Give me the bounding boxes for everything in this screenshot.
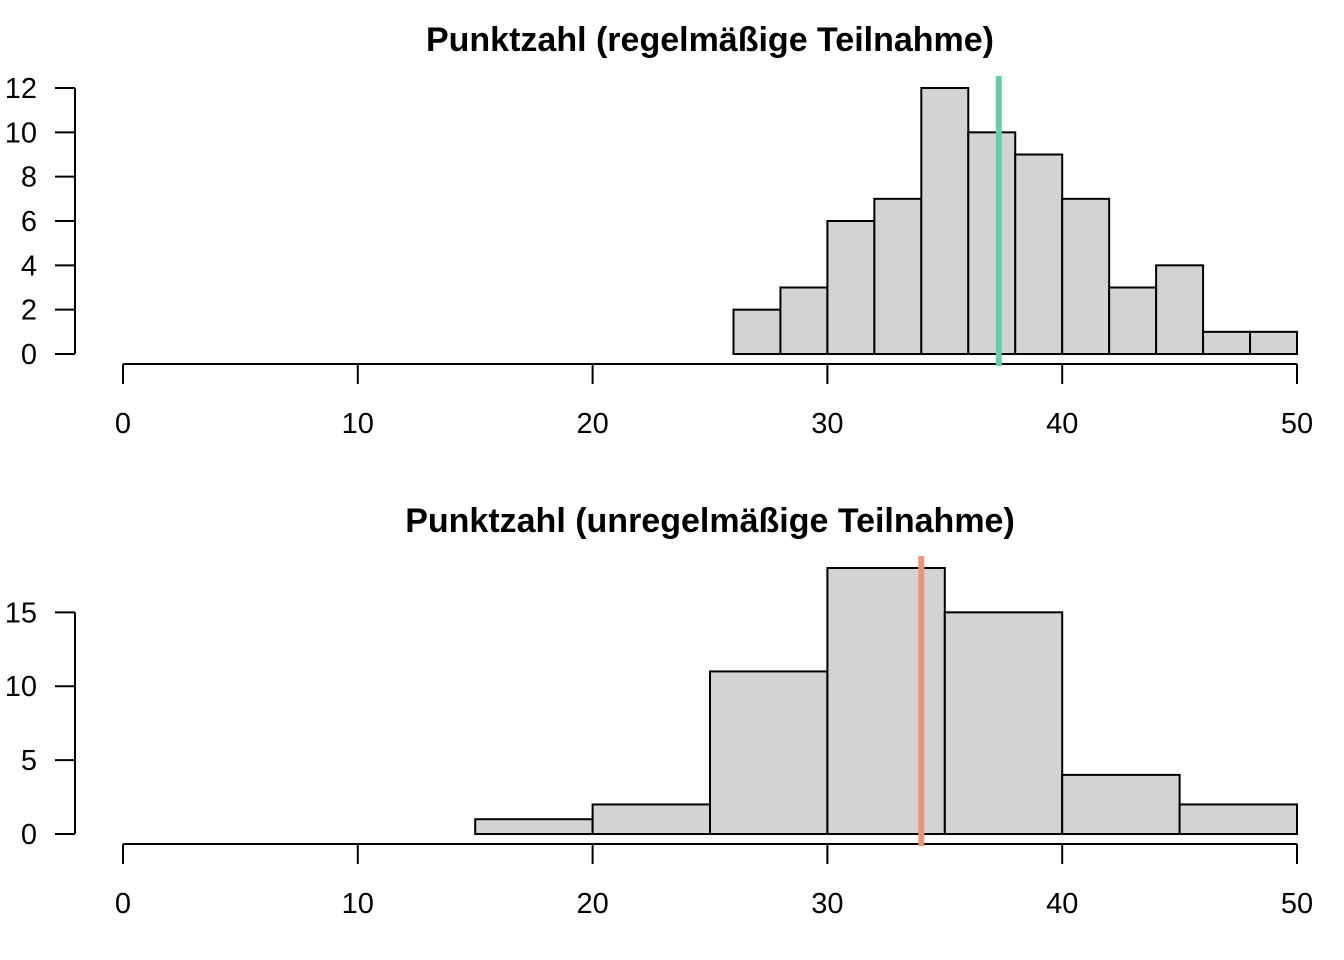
x-tick-label: 30: [811, 408, 843, 440]
bar-5: [1061, 773, 1181, 836]
bar-2: [826, 220, 876, 355]
bar-11: [1249, 330, 1299, 356]
y-tick-label: 0: [21, 819, 37, 851]
y-tick-label: 10: [5, 671, 37, 703]
x-tick-label: 40: [1046, 408, 1078, 440]
y-tick-label: 4: [21, 250, 37, 282]
x-tick-label: 20: [576, 408, 608, 440]
y-tick-label: 15: [5, 597, 37, 629]
x-tick-label: 50: [1281, 408, 1313, 440]
y-tick-label: 6: [21, 206, 37, 238]
chart-title: Punktzahl (regelmäßige Teilnahme): [426, 21, 994, 59]
bar-7: [1061, 197, 1111, 355]
x-axis: 0 10 20 30 40 50: [115, 843, 1313, 920]
y-tick-label: 10: [5, 117, 37, 149]
x-tick-label: 30: [811, 888, 843, 920]
y-tick-label: 8: [21, 162, 37, 194]
x-tick-label: 0: [115, 408, 131, 440]
y-tick-label: 0: [21, 339, 37, 371]
x-tick-label: 10: [342, 408, 374, 440]
histogram-panel-irregular: Punktzahl (unregelmäßige Teilnahme) 0 5 10…: [5, 502, 1313, 920]
y-axis: 0 5 10 15: [5, 597, 76, 851]
bar-0: [474, 818, 594, 836]
y-tick-label: 12: [5, 73, 37, 105]
bar-4: [943, 611, 1064, 835]
histogram-panel-regular: Punktzahl (regelmäßige Teilnahme) 0 2 4 6 8 1…: [5, 21, 1313, 440]
x-tick-label: 0: [115, 888, 131, 920]
x-axis: 0 10 20 30 40 50: [115, 363, 1313, 440]
bar-4: [920, 87, 970, 355]
y-axis: 0 2 4 6 8 10 12: [5, 73, 76, 371]
bar-0: [732, 308, 782, 355]
bars-group: [732, 87, 1299, 356]
y-tick-label: 5: [21, 745, 37, 777]
bar-9: [1155, 264, 1205, 356]
bar-5: [967, 131, 1017, 355]
x-tick-label: 10: [342, 888, 374, 920]
bar-6: [1014, 153, 1064, 355]
bar-2: [709, 670, 829, 836]
bar-1: [591, 803, 711, 836]
x-tick-label: 20: [576, 888, 608, 920]
bar-3: [826, 567, 946, 835]
chart-title: Punktzahl (unregelmäßige Teilnahme): [405, 502, 1015, 540]
bar-10: [1202, 330, 1252, 356]
bar-8: [1108, 286, 1158, 355]
bar-6: [1178, 803, 1298, 836]
bars-group: [474, 567, 1298, 836]
bar-1: [779, 286, 829, 355]
bar-3: [873, 197, 923, 355]
x-tick-label: 40: [1046, 888, 1078, 920]
y-tick-label: 2: [21, 295, 37, 327]
x-tick-label: 50: [1281, 888, 1313, 920]
